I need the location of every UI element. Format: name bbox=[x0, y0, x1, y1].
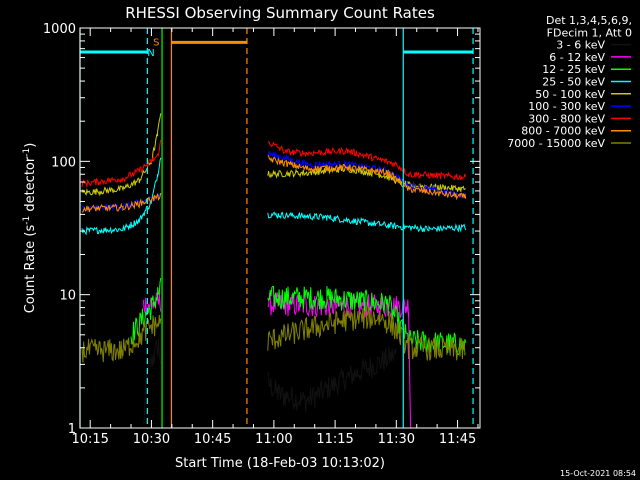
flag-marker: S bbox=[153, 38, 159, 49]
legend-header: Det 1,3,4,5,6,9, bbox=[546, 14, 632, 27]
x-axis-label: Start Time (18-Feb-03 10:13:02) bbox=[175, 456, 385, 471]
series-line-0 bbox=[267, 346, 397, 413]
x-tick-label: 10:15 bbox=[71, 432, 108, 447]
legend-entry-label: 3 - 6 keV bbox=[556, 39, 605, 52]
y-axis-label-part: ) bbox=[23, 143, 38, 148]
legend-header: FDecim 1, Att 0 bbox=[547, 26, 632, 39]
series-line-0 bbox=[142, 338, 162, 425]
y-axis-label-superscript: -1 bbox=[22, 148, 32, 157]
legend-entry-label: 300 - 800 keV bbox=[528, 112, 605, 125]
legend-entry-label: 12 - 25 keV bbox=[542, 63, 605, 76]
legend-entry-label: 6 - 12 keV bbox=[549, 51, 605, 64]
series-line-7 bbox=[267, 155, 467, 201]
x-tick-label: 10:45 bbox=[194, 432, 231, 447]
data-series-group bbox=[81, 113, 467, 429]
series-line-7 bbox=[81, 192, 162, 213]
legend-entry-label: 50 - 100 keV bbox=[535, 88, 605, 101]
y-axis-ticks: 1 10 100 1000 bbox=[43, 22, 480, 437]
y-tick-label: 100 bbox=[51, 155, 76, 170]
legend: Det 1,3,4,5,6,9,FDecim 1, Att 03 - 6 keV… bbox=[507, 14, 632, 150]
legend-entry-label: 25 - 50 keV bbox=[542, 76, 605, 89]
x-tick-label: 11:15 bbox=[316, 432, 353, 447]
series-line-8 bbox=[267, 306, 467, 361]
y-axis-label-part: Count Rate (s bbox=[23, 225, 38, 314]
y-tick-label: 1000 bbox=[43, 22, 76, 37]
series-line-3 bbox=[267, 211, 467, 233]
series-line-6 bbox=[81, 139, 162, 189]
x-tick-label: 11:45 bbox=[439, 432, 476, 447]
series-line-1 bbox=[267, 291, 412, 429]
y-tick-label: 1 bbox=[68, 422, 76, 437]
series-line-2 bbox=[130, 277, 162, 345]
x-axis-ticks: 10:15 10:30 10:45 11:00 11:15 11:30 11:45 bbox=[71, 28, 479, 447]
x-tick-label: 10:30 bbox=[133, 432, 170, 447]
legend-entry-label: 800 - 7000 keV bbox=[521, 125, 605, 138]
plot-frame bbox=[79, 27, 481, 429]
y-axis-label-superscript: -1 bbox=[22, 216, 32, 225]
y-axis-label-part: detector bbox=[23, 156, 38, 216]
flag-marker: N bbox=[147, 48, 154, 59]
series-line-3 bbox=[81, 157, 162, 236]
y-tick-label: 10 bbox=[59, 289, 76, 304]
legend-entry-label: 7000 - 15000 keV bbox=[507, 137, 605, 150]
series-line-4 bbox=[81, 113, 162, 197]
chart-title: RHESSI Observing Summary Count Rates bbox=[125, 4, 435, 22]
footer-timestamp: 15-Oct-2021 08:54 bbox=[560, 469, 636, 478]
series-line-6 bbox=[267, 141, 467, 181]
series-line-8 bbox=[81, 314, 162, 363]
legend-entry-label: 100 - 300 keV bbox=[528, 100, 605, 113]
x-tick-label: 11:30 bbox=[378, 432, 415, 447]
series-line-5 bbox=[267, 150, 467, 200]
x-tick-label: 11:00 bbox=[255, 432, 292, 447]
y-axis-label: Count Rate (s-1 detector-1) bbox=[22, 143, 38, 314]
